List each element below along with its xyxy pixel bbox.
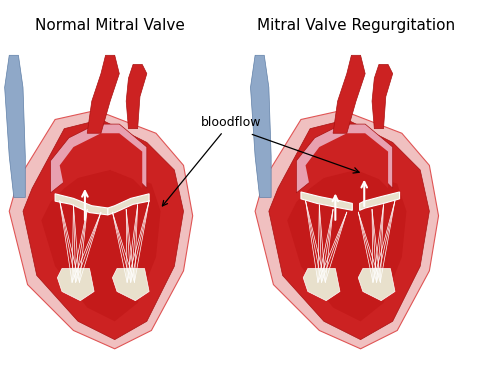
Polygon shape (296, 124, 392, 193)
Polygon shape (112, 269, 149, 301)
Polygon shape (57, 269, 94, 301)
Text: Normal Mitral Valve: Normal Mitral Valve (35, 18, 185, 33)
Polygon shape (332, 55, 364, 133)
Polygon shape (5, 55, 25, 197)
Polygon shape (108, 194, 149, 215)
Polygon shape (23, 119, 183, 339)
Polygon shape (60, 133, 142, 188)
Text: Mitral Valve Regurgitation: Mitral Valve Regurgitation (256, 18, 454, 33)
Polygon shape (87, 55, 119, 133)
Polygon shape (358, 269, 394, 301)
Polygon shape (359, 192, 399, 210)
Polygon shape (9, 110, 192, 349)
Polygon shape (254, 110, 438, 349)
Polygon shape (268, 119, 429, 339)
Polygon shape (287, 170, 406, 321)
Polygon shape (50, 124, 146, 193)
Polygon shape (305, 133, 387, 188)
Polygon shape (41, 170, 160, 321)
Polygon shape (126, 65, 146, 129)
Polygon shape (55, 194, 108, 215)
Polygon shape (371, 65, 392, 129)
Polygon shape (250, 55, 271, 197)
Polygon shape (300, 192, 351, 210)
Text: bloodflow: bloodflow (162, 116, 261, 206)
Polygon shape (302, 269, 339, 301)
